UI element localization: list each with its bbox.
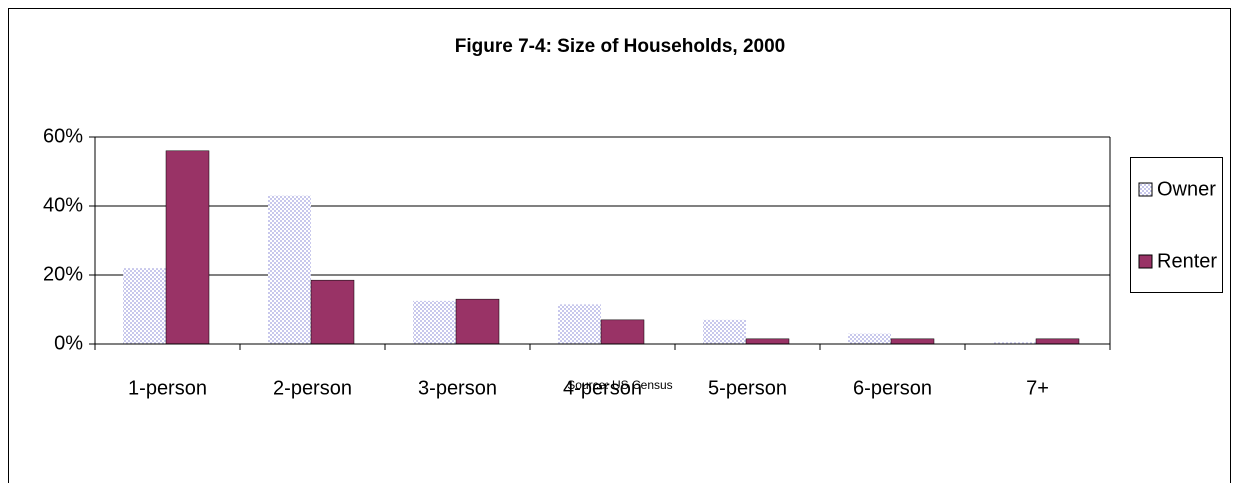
x-tick-label: 7+	[1026, 377, 1049, 399]
chart-border	[8, 8, 1231, 483]
y-tick-label: 60%	[43, 125, 83, 147]
bar	[1035, 338, 1080, 345]
bar	[455, 298, 500, 345]
y-tick-label: 40%	[43, 194, 83, 216]
legend-swatch	[1138, 182, 1153, 197]
bar	[310, 279, 355, 345]
bar	[268, 195, 311, 344]
bar	[993, 342, 1036, 344]
x-tick-label: 5-person	[708, 377, 787, 399]
legend-swatch	[1138, 254, 1153, 269]
legend-box	[1130, 157, 1223, 293]
x-tick-label: 1-person	[128, 377, 207, 399]
x-tick-label: 4-person	[563, 377, 642, 399]
bar	[745, 338, 790, 345]
bar	[703, 319, 746, 344]
y-tick-label: 20%	[43, 263, 83, 285]
legend-label: Renter	[1157, 250, 1217, 272]
x-tick-label: 3-person	[418, 377, 497, 399]
x-tick-label: 6-person	[853, 377, 932, 399]
bar	[413, 300, 456, 344]
legend-label: Owner	[1157, 178, 1216, 200]
y-tick-label: 0%	[54, 332, 83, 354]
bar	[848, 333, 891, 344]
chart-title: Figure 7-4: Size of Households, 2000	[455, 36, 785, 57]
bar	[123, 268, 166, 344]
source-note: Source: US Census	[567, 378, 672, 392]
bar	[600, 319, 645, 345]
x-tick-label: 2-person	[273, 377, 352, 399]
bar	[890, 338, 935, 345]
bar	[165, 150, 210, 345]
bar	[558, 304, 601, 344]
